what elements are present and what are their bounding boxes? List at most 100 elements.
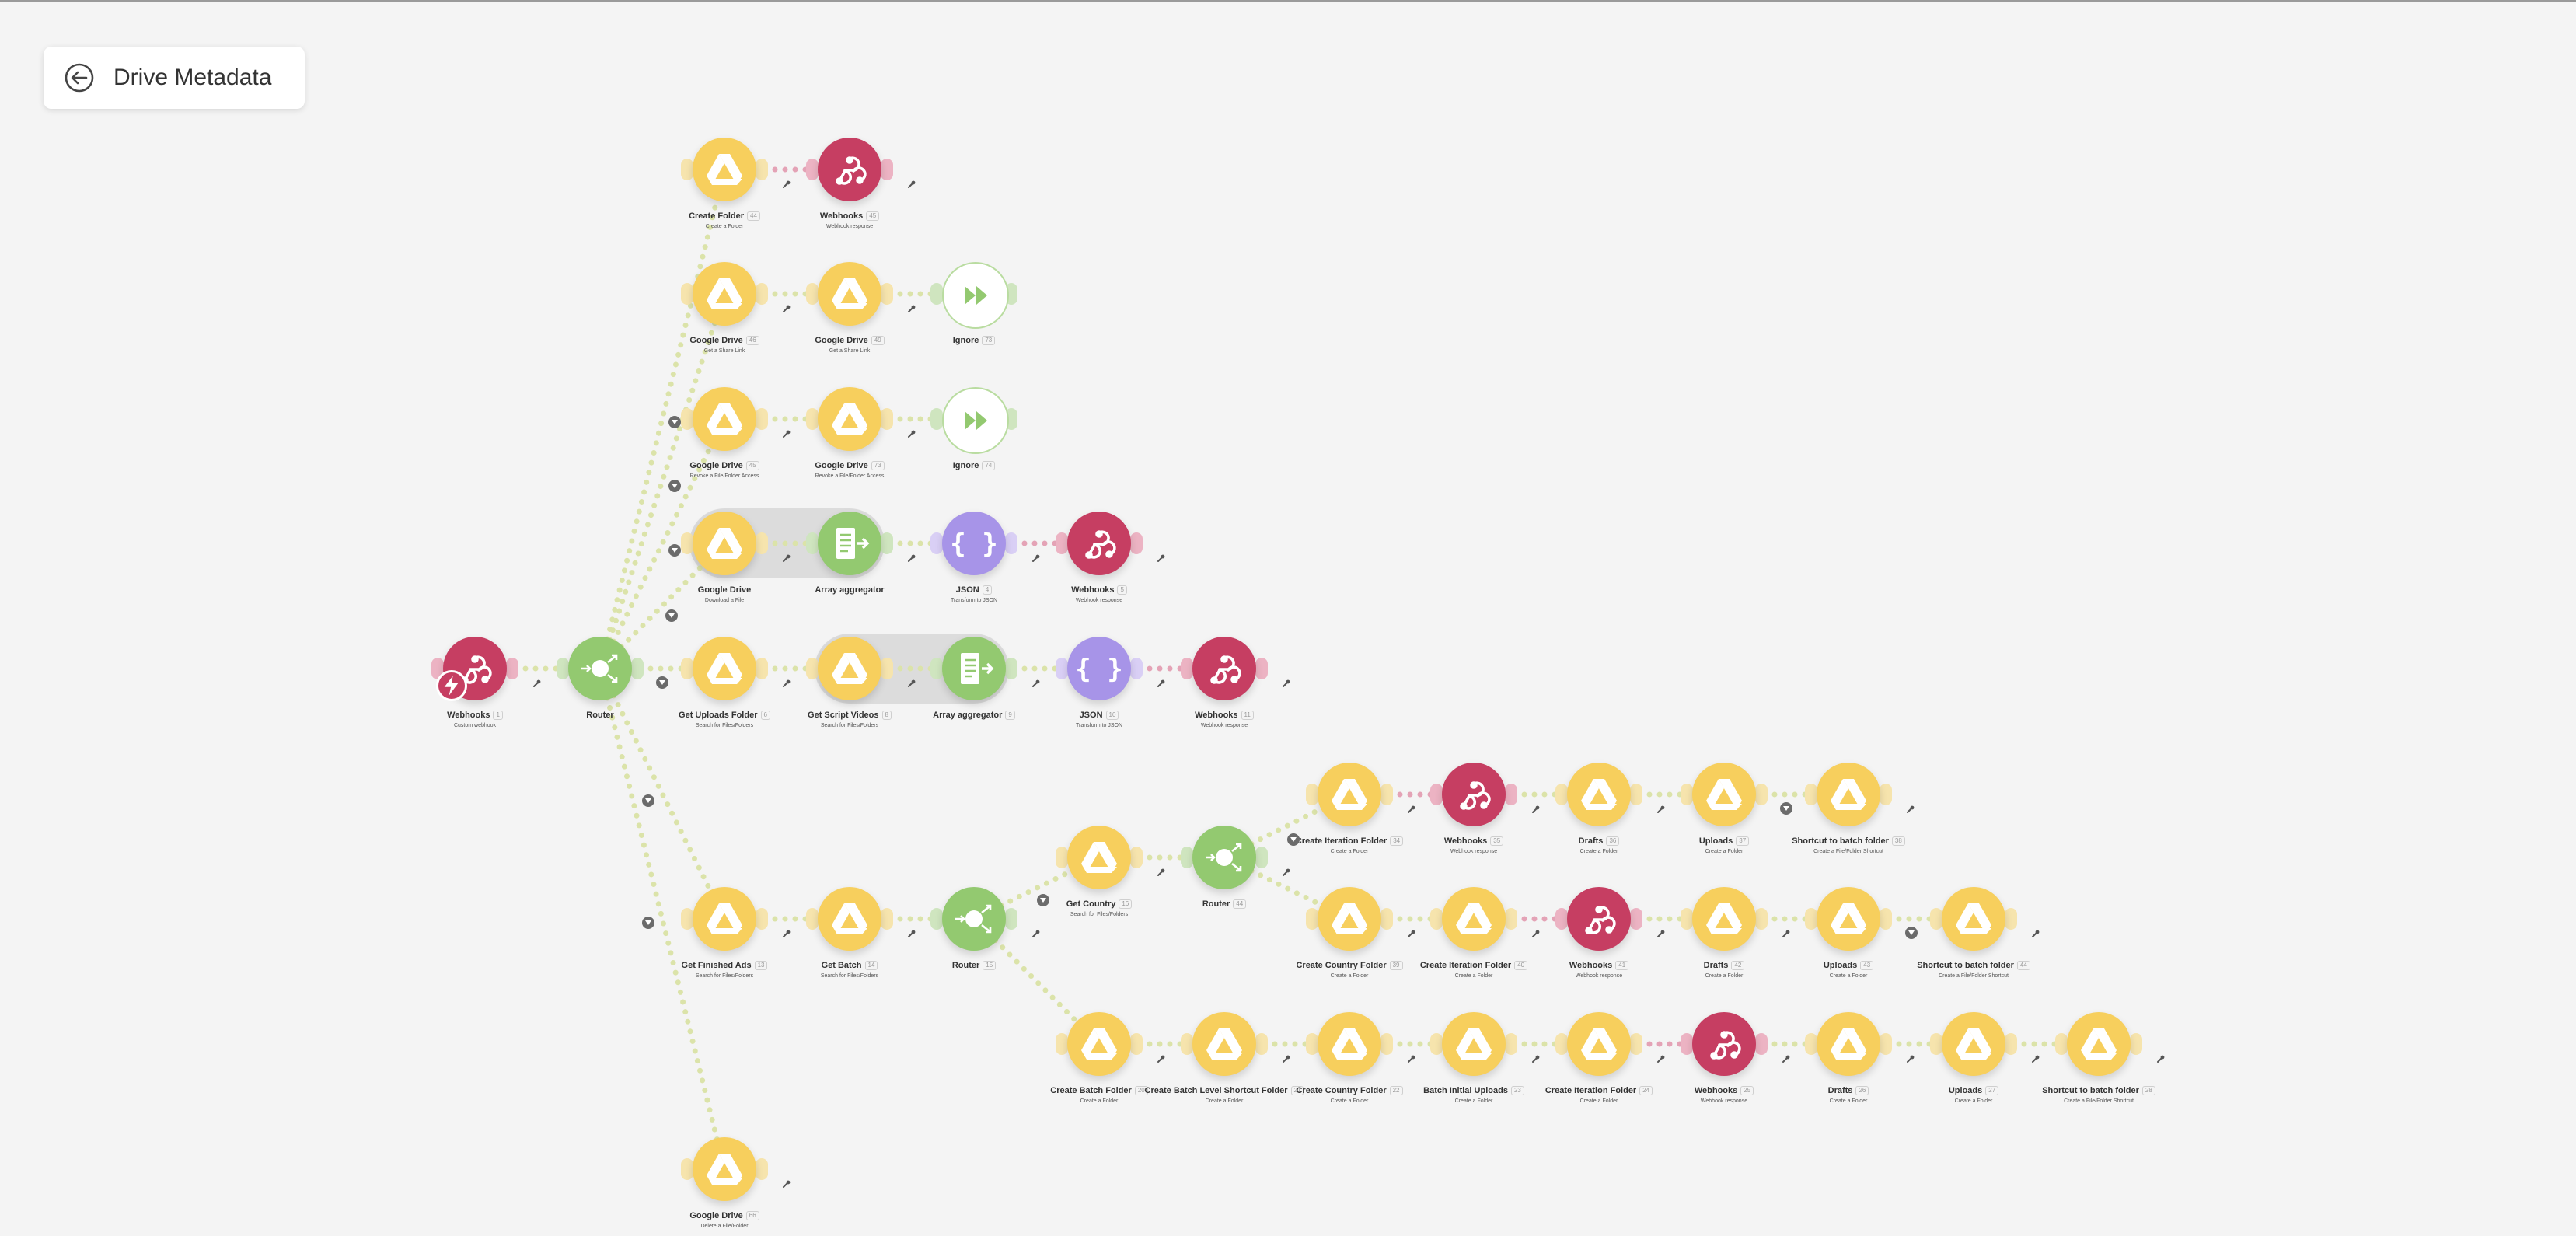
- output-handle[interactable]: [756, 283, 768, 305]
- ignore-icon[interactable]: [942, 262, 1009, 329]
- output-handle[interactable]: [2005, 908, 2017, 930]
- link-settings-icon[interactable]: [1031, 553, 1041, 562]
- filter-icon[interactable]: [656, 676, 668, 689]
- output-handle[interactable]: [1380, 908, 1393, 930]
- output-handle[interactable]: [1380, 784, 1393, 805]
- link-settings-icon[interactable]: [907, 553, 916, 562]
- input-handle[interactable]: [681, 1158, 693, 1180]
- link-settings-icon[interactable]: [1782, 928, 1791, 937]
- link-settings-icon[interactable]: [782, 303, 791, 312]
- output-handle[interactable]: [881, 658, 893, 679]
- link-settings-icon[interactable]: [1282, 867, 1291, 876]
- webhook-icon[interactable]: [1442, 763, 1506, 826]
- input-handle[interactable]: [930, 408, 943, 430]
- output-handle[interactable]: [1505, 1033, 1517, 1055]
- google-drive-icon[interactable]: [1942, 887, 2005, 951]
- output-handle[interactable]: [1755, 1033, 1768, 1055]
- google-drive-icon[interactable]: [1692, 763, 1756, 826]
- filter-icon[interactable]: [642, 794, 654, 807]
- connection-line[interactable]: [971, 854, 1102, 922]
- input-handle[interactable]: [1181, 658, 1193, 679]
- google-drive-icon[interactable]: [1942, 1012, 2005, 1076]
- google-drive-icon[interactable]: [818, 387, 881, 451]
- input-handle[interactable]: [1056, 532, 1068, 554]
- ignore-icon[interactable]: [942, 387, 1009, 454]
- input-handle[interactable]: [1181, 847, 1193, 868]
- link-settings-icon[interactable]: [782, 928, 791, 937]
- google-drive-icon[interactable]: [2067, 1012, 2131, 1076]
- google-drive-icon[interactable]: [1692, 887, 1756, 951]
- google-drive-icon[interactable]: [1567, 763, 1631, 826]
- link-settings-icon[interactable]: [1906, 804, 1915, 813]
- link-settings-icon[interactable]: [1282, 678, 1291, 687]
- input-handle[interactable]: [1555, 1033, 1568, 1055]
- webhook-icon[interactable]: [1192, 637, 1256, 700]
- output-handle[interactable]: [1255, 847, 1268, 868]
- array-aggregator-icon[interactable]: [942, 637, 1006, 700]
- link-settings-icon[interactable]: [782, 428, 791, 438]
- output-handle[interactable]: [1630, 908, 1642, 930]
- link-settings-icon[interactable]: [1656, 804, 1666, 813]
- link-settings-icon[interactable]: [2031, 1053, 2040, 1063]
- input-handle[interactable]: [1430, 1033, 1443, 1055]
- link-settings-icon[interactable]: [1531, 804, 1541, 813]
- output-handle[interactable]: [756, 159, 768, 180]
- input-handle[interactable]: [1805, 1033, 1817, 1055]
- array-aggregator-icon[interactable]: [818, 512, 881, 575]
- output-handle[interactable]: [881, 532, 893, 554]
- input-handle[interactable]: [1056, 1033, 1068, 1055]
- output-handle[interactable]: [506, 658, 518, 679]
- output-handle[interactable]: [1130, 1033, 1143, 1055]
- output-handle[interactable]: [1505, 784, 1517, 805]
- link-settings-icon[interactable]: [1656, 1053, 1666, 1063]
- google-drive-icon[interactable]: [1067, 826, 1131, 889]
- output-handle[interactable]: [756, 658, 768, 679]
- link-settings-icon[interactable]: [907, 678, 916, 687]
- google-drive-icon[interactable]: [693, 887, 756, 951]
- input-handle[interactable]: [930, 532, 943, 554]
- output-handle[interactable]: [1505, 908, 1517, 930]
- link-settings-icon[interactable]: [782, 553, 791, 562]
- filter-icon[interactable]: [1037, 894, 1049, 906]
- link-settings-icon[interactable]: [782, 179, 791, 188]
- input-handle[interactable]: [1430, 908, 1443, 930]
- output-handle[interactable]: [1630, 1033, 1642, 1055]
- google-drive-icon[interactable]: [1817, 763, 1880, 826]
- webhook-icon[interactable]: [1567, 887, 1631, 951]
- input-handle[interactable]: [681, 408, 693, 430]
- output-handle[interactable]: [631, 658, 644, 679]
- output-handle[interactable]: [1005, 532, 1017, 554]
- input-handle[interactable]: [1181, 1033, 1193, 1055]
- google-drive-icon[interactable]: [693, 1137, 756, 1201]
- link-settings-icon[interactable]: [532, 678, 542, 687]
- link-settings-icon[interactable]: [1157, 678, 1166, 687]
- router-icon[interactable]: [1192, 826, 1256, 889]
- link-settings-icon[interactable]: [1157, 553, 1166, 562]
- link-settings-icon[interactable]: [1157, 867, 1166, 876]
- webhook-icon[interactable]: [1067, 512, 1131, 575]
- filter-icon[interactable]: [668, 480, 681, 492]
- output-handle[interactable]: [1880, 1033, 1892, 1055]
- link-settings-icon[interactable]: [1782, 1053, 1791, 1063]
- json-icon[interactable]: { }: [942, 512, 1006, 575]
- output-handle[interactable]: [1380, 1033, 1393, 1055]
- google-drive-icon[interactable]: [1192, 1012, 1256, 1076]
- input-handle[interactable]: [1555, 784, 1568, 805]
- input-handle[interactable]: [1805, 784, 1817, 805]
- link-settings-icon[interactable]: [1031, 928, 1041, 937]
- output-handle[interactable]: [1755, 784, 1768, 805]
- filter-icon[interactable]: [668, 544, 681, 557]
- output-handle[interactable]: [881, 408, 893, 430]
- input-handle[interactable]: [1930, 1033, 1942, 1055]
- output-handle[interactable]: [1255, 1033, 1268, 1055]
- google-drive-icon[interactable]: [1817, 887, 1880, 951]
- link-settings-icon[interactable]: [1407, 928, 1416, 937]
- connection-line[interactable]: [1221, 791, 1353, 861]
- link-settings-icon[interactable]: [1531, 928, 1541, 937]
- input-handle[interactable]: [557, 658, 569, 679]
- link-settings-icon[interactable]: [2031, 928, 2040, 937]
- webhook-icon[interactable]: [1692, 1012, 1756, 1076]
- google-drive-icon[interactable]: [1318, 763, 1381, 826]
- filter-icon[interactable]: [642, 917, 654, 929]
